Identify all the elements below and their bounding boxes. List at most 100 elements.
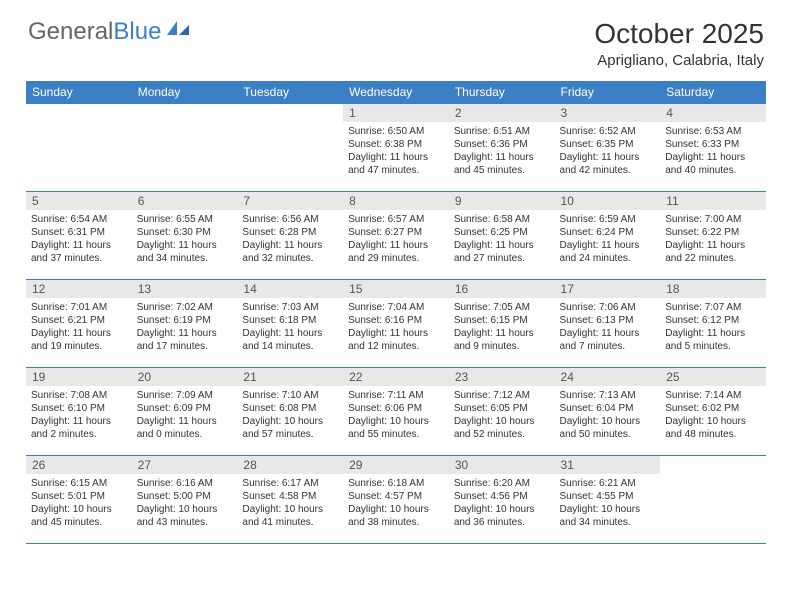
calendar-cell [237,104,343,192]
day-details: Sunrise: 7:03 AMSunset: 6:18 PMDaylight:… [237,298,343,357]
calendar-cell: 13Sunrise: 7:02 AMSunset: 6:19 PMDayligh… [132,280,238,368]
calendar-cell: 29Sunrise: 6:18 AMSunset: 4:57 PMDayligh… [343,456,449,544]
calendar-cell: 1Sunrise: 6:50 AMSunset: 6:38 PMDaylight… [343,104,449,192]
day-details: Sunrise: 7:11 AMSunset: 6:06 PMDaylight:… [343,386,449,445]
sunset-value: 6:09 PM [173,403,210,414]
day-details: Sunrise: 7:09 AMSunset: 6:09 PMDaylight:… [132,386,238,445]
sunrise-value: 6:53 AM [705,126,742,137]
sunrise-value: 7:03 AM [282,302,319,313]
sunrise-value: 7:02 AM [176,302,213,313]
day-number: 25 [660,368,766,386]
daylight-value: 11 hours and 2 minutes. [31,416,111,440]
day-number: 21 [237,368,343,386]
day-number: 7 [237,192,343,210]
day-details: Sunrise: 7:10 AMSunset: 6:08 PMDaylight:… [237,386,343,445]
day-details: Sunrise: 6:18 AMSunset: 4:57 PMDaylight:… [343,474,449,533]
day-details: Sunrise: 6:55 AMSunset: 6:30 PMDaylight:… [132,210,238,269]
sunrise-value: 6:57 AM [388,214,425,225]
location-label: Aprigliano, Calabria, Italy [594,52,764,69]
day-details: Sunrise: 6:53 AMSunset: 6:33 PMDaylight:… [660,122,766,181]
sunset-value: 6:27 PM [385,227,422,238]
calendar-cell: 21Sunrise: 7:10 AMSunset: 6:08 PMDayligh… [237,368,343,456]
day-number: 31 [555,456,661,474]
sunrise-value: 6:18 AM [388,478,425,489]
day-number [132,104,238,122]
calendar-row: 26Sunrise: 6:15 AMSunset: 5:01 PMDayligh… [26,456,766,544]
sunset-value: 6:36 PM [491,139,528,150]
calendar-cell: 17Sunrise: 7:06 AMSunset: 6:13 PMDayligh… [555,280,661,368]
day-number: 5 [26,192,132,210]
calendar-cell: 7Sunrise: 6:56 AMSunset: 6:28 PMDaylight… [237,192,343,280]
calendar-cell: 3Sunrise: 6:52 AMSunset: 6:35 PMDaylight… [555,104,661,192]
day-number: 2 [449,104,555,122]
calendar-table: Sunday Monday Tuesday Wednesday Thursday… [26,81,766,544]
day-details: Sunrise: 6:54 AMSunset: 6:31 PMDaylight:… [26,210,132,269]
daylight-value: 11 hours and 9 minutes. [454,328,534,352]
sunset-value: 6:31 PM [68,227,105,238]
calendar-cell: 9Sunrise: 6:58 AMSunset: 6:25 PMDaylight… [449,192,555,280]
calendar-cell: 27Sunrise: 6:16 AMSunset: 5:00 PMDayligh… [132,456,238,544]
day-number: 11 [660,192,766,210]
daylight-value: 11 hours and 24 minutes. [560,240,640,264]
calendar-cell [26,104,132,192]
calendar-cell: 18Sunrise: 7:07 AMSunset: 6:12 PMDayligh… [660,280,766,368]
day-number: 24 [555,368,661,386]
sunrise-value: 7:01 AM [70,302,107,313]
sunrise-value: 6:16 AM [176,478,213,489]
daylight-value: 11 hours and 37 minutes. [31,240,111,264]
day-number: 28 [237,456,343,474]
daylight-value: 11 hours and 7 minutes. [560,328,640,352]
daylight-value: 10 hours and 45 minutes. [31,504,112,528]
day-details: Sunrise: 7:06 AMSunset: 6:13 PMDaylight:… [555,298,661,357]
calendar-cell: 28Sunrise: 6:17 AMSunset: 4:58 PMDayligh… [237,456,343,544]
day-details: Sunrise: 7:02 AMSunset: 6:19 PMDaylight:… [132,298,238,357]
daylight-value: 11 hours and 14 minutes. [242,328,322,352]
weekday-header-row: Sunday Monday Tuesday Wednesday Thursday… [26,81,766,104]
sunset-value: 6:18 PM [279,315,316,326]
sunrise-value: 7:06 AM [599,302,636,313]
daylight-value: 10 hours and 55 minutes. [348,416,429,440]
day-number: 12 [26,280,132,298]
weekday-header: Wednesday [343,81,449,104]
day-number: 8 [343,192,449,210]
sunrise-value: 6:56 AM [282,214,319,225]
daylight-value: 10 hours and 50 minutes. [560,416,641,440]
day-number: 17 [555,280,661,298]
sunrise-value: 7:12 AM [493,390,530,401]
calendar-cell: 2Sunrise: 6:51 AMSunset: 6:36 PMDaylight… [449,104,555,192]
sunset-value: 6:12 PM [702,315,739,326]
calendar-cell: 12Sunrise: 7:01 AMSunset: 6:21 PMDayligh… [26,280,132,368]
calendar-cell: 10Sunrise: 6:59 AMSunset: 6:24 PMDayligh… [555,192,661,280]
day-number: 10 [555,192,661,210]
sunrise-value: 7:08 AM [70,390,107,401]
day-details: Sunrise: 6:59 AMSunset: 6:24 PMDaylight:… [555,210,661,269]
daylight-value: 11 hours and 17 minutes. [137,328,217,352]
sunrise-value: 6:58 AM [493,214,530,225]
day-number [26,104,132,122]
sunset-value: 6:35 PM [596,139,633,150]
sunrise-value: 6:15 AM [70,478,107,489]
day-details: Sunrise: 6:50 AMSunset: 6:38 PMDaylight:… [343,122,449,181]
sunset-value: 6:04 PM [596,403,633,414]
calendar-cell: 24Sunrise: 7:13 AMSunset: 6:04 PMDayligh… [555,368,661,456]
sunset-value: 6:25 PM [491,227,528,238]
calendar-cell: 11Sunrise: 7:00 AMSunset: 6:22 PMDayligh… [660,192,766,280]
sunset-value: 5:01 PM [68,491,105,502]
day-details: Sunrise: 6:17 AMSunset: 4:58 PMDaylight:… [237,474,343,533]
day-number: 13 [132,280,238,298]
day-details: Sunrise: 7:00 AMSunset: 6:22 PMDaylight:… [660,210,766,269]
daylight-value: 11 hours and 29 minutes. [348,240,428,264]
day-number: 14 [237,280,343,298]
sunset-value: 5:00 PM [173,491,210,502]
sunset-value: 4:55 PM [596,491,633,502]
calendar-cell: 30Sunrise: 6:20 AMSunset: 4:56 PMDayligh… [449,456,555,544]
day-details: Sunrise: 6:58 AMSunset: 6:25 PMDaylight:… [449,210,555,269]
daylight-value: 11 hours and 34 minutes. [137,240,217,264]
sunset-value: 6:10 PM [68,403,105,414]
day-number: 15 [343,280,449,298]
day-details: Sunrise: 7:07 AMSunset: 6:12 PMDaylight:… [660,298,766,357]
sunset-value: 4:58 PM [279,491,316,502]
calendar-row: 12Sunrise: 7:01 AMSunset: 6:21 PMDayligh… [26,280,766,368]
daylight-value: 10 hours and 36 minutes. [454,504,535,528]
sunrise-value: 6:21 AM [599,478,636,489]
